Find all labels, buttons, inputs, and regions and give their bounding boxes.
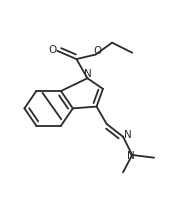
Text: N: N [127,151,135,161]
Text: N: N [124,130,132,140]
Text: O: O [49,45,57,55]
Text: O: O [93,46,102,56]
Text: N: N [84,69,92,79]
